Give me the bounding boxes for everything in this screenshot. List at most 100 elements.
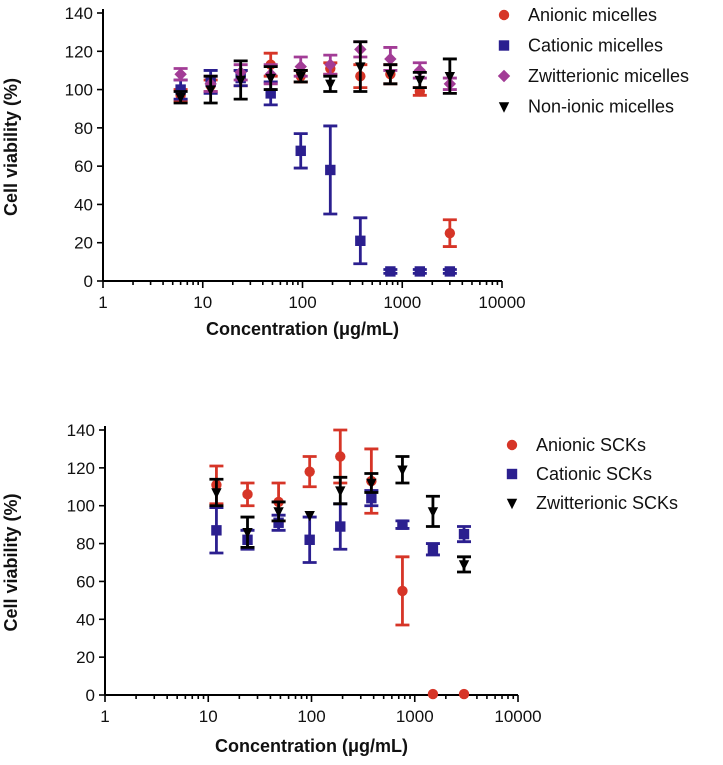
data-point: [335, 486, 346, 497]
data-point: [458, 528, 470, 540]
chart1-x-tick-label: 10000: [478, 293, 525, 312]
data-point: [265, 73, 276, 85]
data-point: [324, 58, 337, 71]
data-point: [397, 519, 408, 530]
chart2-series-anionic-scks: [209, 428, 470, 700]
data-point: [175, 84, 186, 95]
legend-label-cationic-scks: Cationic SCKs: [536, 464, 652, 484]
chart1-y-axis-title: Cell viability (%): [1, 78, 21, 216]
data-point: [397, 465, 408, 476]
legend-marker-zwitterionic-micelles: [497, 69, 511, 83]
chart2-y-axis-title: Cell viability (%): [1, 493, 21, 631]
legend-marker-cationic-micelles: [498, 40, 510, 51]
chart1-x-tick-label: 100: [288, 293, 316, 312]
chart1-y-tick-label: 140: [65, 4, 93, 23]
data-point: [366, 492, 377, 504]
chart2-y-tick-label: 140: [67, 421, 95, 440]
data-point: [304, 534, 315, 545]
legend-label-zwitterionic-scks: Zwitterionic SCKs: [536, 493, 678, 513]
data-point: [444, 227, 456, 239]
chart2-y-tick-label: 120: [67, 459, 95, 478]
chart-scks: 0 20 40 60 80 100 120 140 1 10 100 1000 10000 Concent…: [1, 421, 678, 756]
data-point: [355, 62, 366, 73]
chart1-series-cationic-micelles: [173, 69, 457, 277]
legend-marker-anionic-scks: [506, 439, 518, 451]
chart2-y-tick-label: 20: [76, 648, 95, 667]
chart1-y-tick-label: 0: [84, 272, 93, 291]
data-point: [211, 525, 222, 536]
chart2-y-tick-label: 0: [86, 686, 95, 705]
data-point: [427, 507, 439, 518]
data-point: [355, 235, 366, 246]
data-point: [384, 52, 397, 66]
legend-label-non-ionic-micelles: Non-ionic micelles: [528, 97, 674, 117]
chart2-legend: Anionic SCKs Cationic SCKs Zwitterionic SC…: [506, 435, 678, 513]
data-point: [427, 688, 439, 700]
data-point: [265, 88, 276, 99]
chart2-y-tick-label: 100: [67, 497, 95, 516]
chart2-x-tick-label: 100: [297, 707, 325, 726]
chart2-series-zwitterionic-scks: [209, 455, 472, 574]
chart2-x-tick-label: 1: [100, 707, 109, 726]
data-point: [366, 478, 377, 490]
chart1-y-tick-label: 100: [65, 81, 93, 100]
legend-marker-anionic-micelles: [498, 9, 510, 21]
chart1-legend: Anionic micelles Cationic micelles Zwitter…: [497, 5, 689, 117]
chart1-y-tick-label: 40: [74, 195, 93, 214]
chart1-series-non-ionic-micelles: [173, 40, 457, 105]
data-point: [427, 544, 439, 555]
data-point: [458, 688, 470, 700]
chart1-y-tick-label: 60: [74, 157, 93, 176]
data-point: [295, 71, 306, 83]
chart1-x-tick-label: 1000: [383, 293, 421, 312]
data-point: [174, 68, 187, 81]
chart2-x-tick-label: 10: [199, 707, 218, 726]
chart2-x-tick-label: 10000: [494, 707, 541, 726]
legend-label-anionic-scks: Anionic SCKs: [536, 435, 646, 455]
data-point: [295, 145, 306, 157]
data-point: [273, 507, 284, 518]
data-point: [414, 266, 426, 277]
data-point: [325, 79, 336, 91]
data-point: [175, 93, 186, 104]
chart2-y-tick-label: 40: [76, 610, 95, 629]
legend-marker-cationic-scks: [506, 468, 518, 480]
data-point: [444, 266, 456, 277]
chart1-y-tick-label: 20: [74, 234, 93, 253]
chart1-series-anionic-micelles: [173, 51, 457, 248]
data-point: [325, 164, 336, 176]
data-point: [242, 489, 253, 500]
legend-marker-non-ionic-micelles: [498, 102, 510, 113]
data-point: [304, 510, 315, 522]
chart1-y-tick-label: 120: [65, 42, 93, 61]
data-point: [205, 85, 216, 96]
chart1-x-axis-title: Concentration (μg/mL): [206, 319, 399, 339]
chart1-series-zwitterionic-micelles: [173, 40, 457, 93]
data-point: [444, 71, 456, 83]
data-point: [335, 451, 346, 462]
data-point: [458, 560, 470, 571]
data-point: [211, 488, 222, 499]
legend-marker-zwitterionic-scks: [506, 498, 518, 510]
data-point: [273, 517, 284, 528]
chart1-x-tick-label: 10: [193, 293, 212, 312]
data-point: [235, 75, 246, 87]
data-point: [385, 70, 396, 81]
data-point: [414, 75, 426, 87]
legend-label-anionic-micelles: Anionic micelles: [528, 5, 657, 25]
chart1-x-tick-label: 1: [98, 293, 107, 312]
chart1-y-tick-label: 80: [74, 119, 93, 138]
chart2-x-axis-title: Concentration (μg/mL): [215, 736, 408, 756]
legend-label-cationic-micelles: Cationic micelles: [528, 36, 663, 56]
legend-label-zwitterionic-micelles: Zwitterionic micelles: [528, 66, 689, 86]
data-point: [397, 585, 408, 597]
chart2-y-tick-label: 60: [76, 572, 95, 591]
data-point: [385, 266, 396, 277]
data-point: [335, 521, 346, 532]
chart2-x-tick-label: 1000: [396, 707, 434, 726]
chart-micelles: 0 20 40 60 80 100 120 140 1 10 100 1000 10000 Concent…: [1, 4, 689, 339]
data-point: [242, 528, 253, 539]
data-point: [304, 466, 315, 477]
chart2-y-tick-label: 80: [76, 535, 95, 554]
